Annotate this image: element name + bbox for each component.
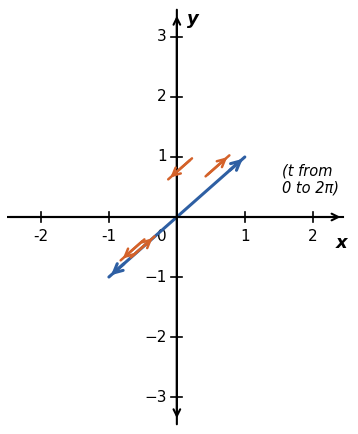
Text: −1: −1	[144, 270, 167, 285]
Text: −2: −2	[144, 329, 167, 345]
Text: -1: -1	[101, 229, 116, 244]
Text: −3: −3	[144, 390, 167, 404]
Text: 3: 3	[157, 30, 167, 44]
Text: (t from
0 to 2π): (t from 0 to 2π)	[282, 164, 339, 196]
Text: -2: -2	[33, 229, 48, 244]
Text: x: x	[335, 234, 347, 252]
Text: 2: 2	[308, 229, 318, 244]
Text: y: y	[187, 10, 199, 28]
Text: 1: 1	[157, 149, 167, 164]
Text: 2: 2	[157, 89, 167, 105]
Text: 0: 0	[157, 229, 167, 244]
Text: 1: 1	[240, 229, 250, 244]
